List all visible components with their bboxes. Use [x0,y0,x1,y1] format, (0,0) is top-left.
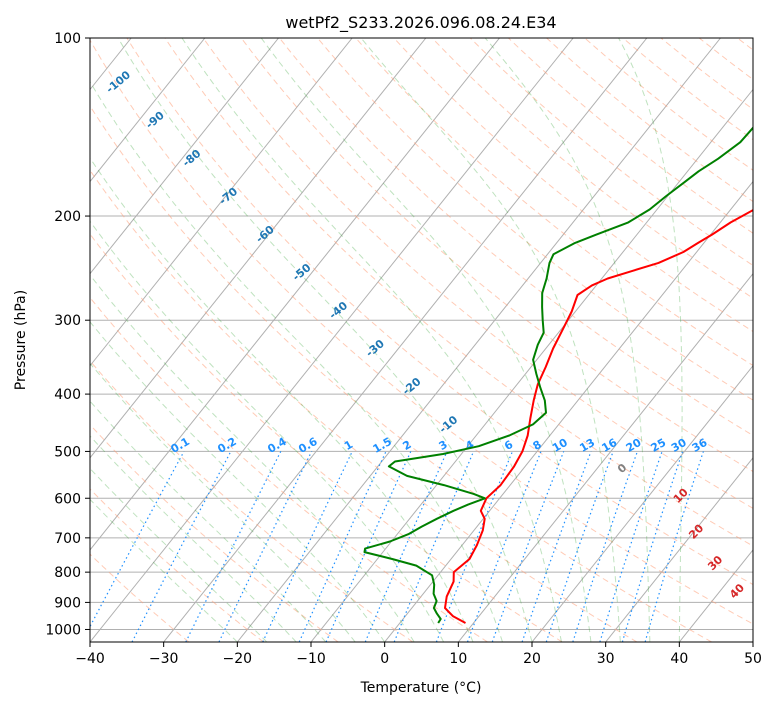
moist-adiabat-line [90,498,238,642]
mixing-ratio-line [644,451,704,642]
dry-adiabat-line [90,105,712,642]
chart-title: wetPf2_S233.2026.096.08.24.E34 [285,13,556,33]
moist-adiabat-line [260,38,592,642]
plot-area [90,38,753,642]
x-tick-label: 10 [449,651,467,667]
isotherm-line [531,364,753,642]
dry-adiabat-line [164,38,753,547]
x-tick-label: −30 [149,651,179,667]
mixing-ratio-line [435,451,514,642]
dry-adiabat-line [431,38,753,299]
y-axis: 100 200 300 400 500 600 700 800 900 1000 [45,31,90,638]
temperature-profile-line [444,209,753,624]
moist-adiabat-line [117,38,533,642]
isotherm-line [90,38,279,275]
x-tick-label: 30 [597,651,615,667]
mixing-ratio-line [572,451,638,642]
dry-adiabat-line [202,38,753,509]
y-axis-title: Pressure (hPa) [13,290,29,390]
y-tick-label: 300 [54,313,81,329]
mixing-ratio-line [621,451,684,642]
profile-series [363,126,753,624]
isotherm-line [605,457,753,642]
dry-adiabat-line [90,169,638,642]
y-tick-label: 500 [54,444,81,460]
plot-frame [89,37,754,643]
dry-adiabat-line [126,38,753,586]
dry-adiabat-line [90,233,563,642]
moist-adiabat-line [90,362,356,642]
moist-adiabat-line [90,321,386,642]
dewpoint-profile-line [363,126,753,624]
y-tick-label: 800 [54,565,81,581]
mixing-ratio-line [218,451,313,642]
moist-adiabat-line [181,38,562,642]
x-axis-title: Temperature (°C) [360,680,482,696]
isotherm-line [90,38,500,551]
x-tick-label: −40 [75,651,105,667]
x-axis: −40 −30 −20 −10 0 10 20 30 40 50 [75,642,762,667]
moist-adiabat-line [484,38,651,642]
y-tick-label: 700 [54,531,81,547]
isotherm-line [457,272,753,642]
isotherm-line [90,38,574,642]
dry-adiabat-line [393,38,753,333]
x-tick-label: 50 [744,651,762,667]
isotherm-line [236,38,721,642]
isotherm-line [384,180,753,642]
mixing-ratio-line [545,451,614,642]
x-tick-label: 0 [380,651,389,667]
isotherm-line [90,38,427,459]
x-tick-label: 20 [523,651,541,667]
isotherm-line [752,641,753,642]
x-tick-label: −10 [296,651,326,667]
mixing-ratio-line [466,451,542,642]
x-tick-label: −20 [223,651,253,667]
y-tick-label: 100 [54,31,81,47]
moist-adiabat-line [90,467,268,642]
moist-adiabat-line [90,435,297,642]
moist-adiabat-line [90,80,503,642]
moist-adiabat-line [360,38,621,642]
y-tick-label: 400 [54,387,81,403]
x-tick-label: 40 [670,651,688,667]
mixing-ratio-line [185,451,282,642]
y-tick-label: 1000 [45,622,81,638]
mixing-ratio-line [90,451,185,628]
dry-adiabat-line [90,553,190,642]
y-tick-label: 900 [54,595,81,611]
dry-adiabat-line [758,25,775,642]
dry-adiabat-line [240,38,753,473]
y-tick-label: 200 [54,209,81,225]
isotherm-line [163,38,648,642]
moist-adiabat-line [90,220,445,642]
isotherm-line [90,38,206,183]
background-lines [90,25,775,642]
moist-adiabat-line [618,38,683,642]
moist-adiabat-line [90,157,474,642]
isotherm-line [90,38,353,367]
dry-adiabat-line [90,296,488,642]
mixing-ratio-line [599,451,663,642]
y-tick-label: 600 [54,491,81,507]
mixing-ratio-line [262,451,353,642]
moist-adiabat-line [90,274,415,642]
mixing-ratio-line [298,451,387,642]
